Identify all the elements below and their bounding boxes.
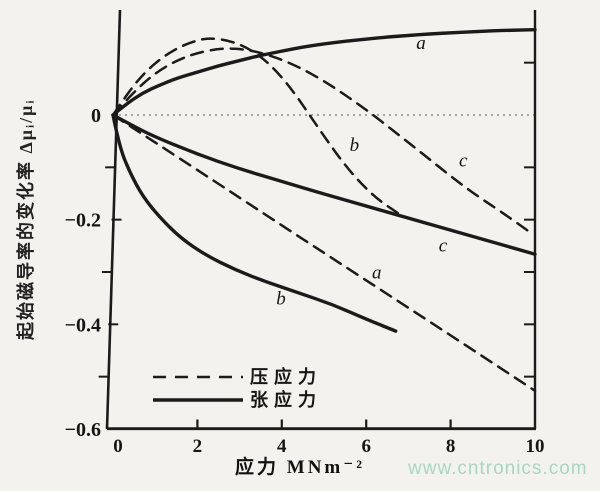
y-tick-label: 0	[91, 105, 101, 127]
curve-a-tensile-label: a	[416, 33, 426, 54]
curve-b-compressive	[111, 37, 402, 216]
curve-c-compressive-label: c	[459, 151, 468, 172]
curve-a-compressive-label: a	[372, 263, 382, 284]
curve-a-tensile	[111, 28, 537, 117]
labels-layer: a b c a c b 0 2 4 6 8 10 0 −0.2 −0.4 −0.6	[65, 33, 545, 457]
curve-a-compressive	[111, 113, 537, 393]
curve-c-tensile	[111, 113, 537, 256]
x-axis-title: 应力 MNm⁻²	[235, 457, 365, 478]
x-tick-label: 4	[277, 436, 287, 457]
y-axis-title: 起始磁导率的变化率 Δμᵢ/μᵢ	[16, 98, 36, 340]
x-tick-label: 0	[113, 436, 123, 457]
y-tick-label: −0.6	[65, 419, 101, 441]
curve-c-compressive	[111, 47, 533, 234]
x-tick-label: 10	[526, 436, 545, 457]
y-tick-label: −0.4	[65, 314, 101, 336]
curve-b-compressive-label: b	[350, 135, 360, 156]
legend-label-dashed: 压应力	[250, 366, 322, 387]
watermark: www.cntronics.com	[408, 458, 588, 479]
ticks-layer	[98, 61, 536, 428]
legend-label-solid: 张应力	[250, 389, 322, 410]
curve-b-tensile	[111, 113, 398, 333]
curve-b-tensile-label: b	[276, 289, 286, 310]
x-tick-label: 2	[193, 436, 203, 457]
y-tick-label: −0.2	[65, 210, 101, 232]
curve-c-tensile-label: c	[439, 235, 448, 256]
x-tick-label: 6	[361, 436, 371, 457]
curves-layer	[111, 28, 537, 393]
x-tick-label: 8	[446, 436, 456, 457]
